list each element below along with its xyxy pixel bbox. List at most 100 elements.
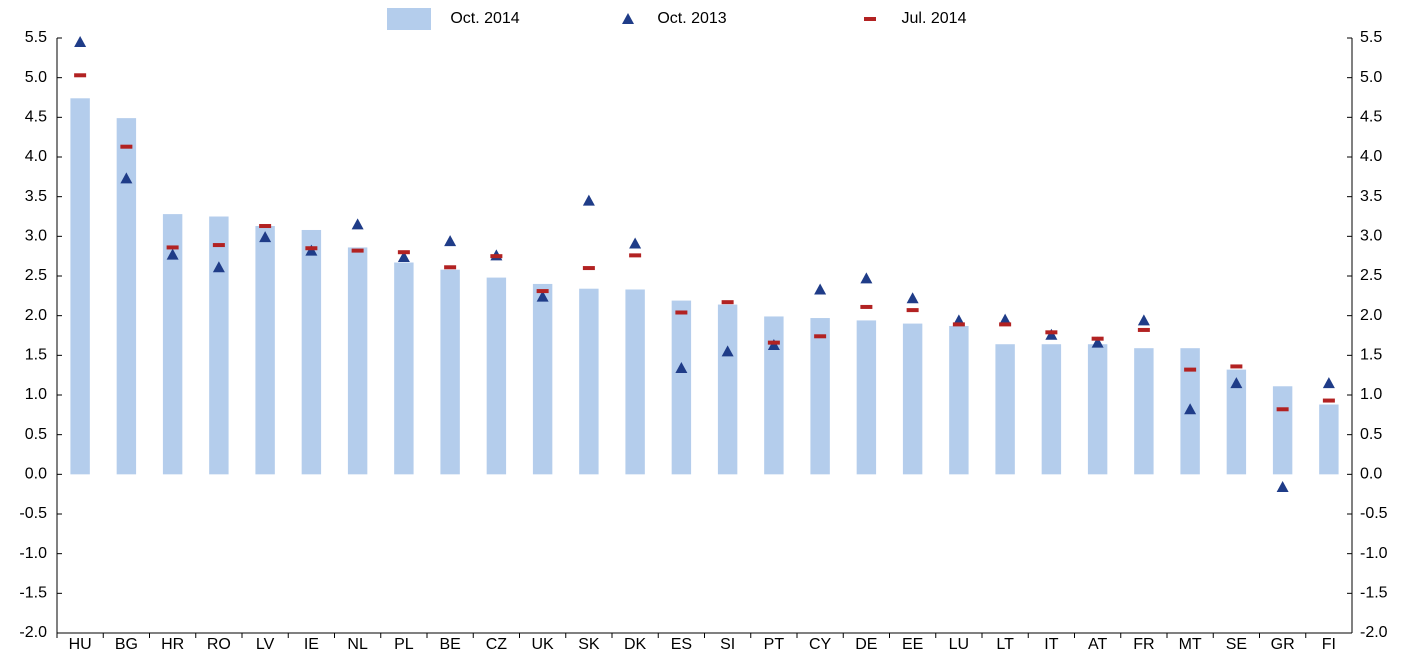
legend-label: Oct. 2013 — [657, 10, 726, 27]
dash-marker — [675, 310, 688, 315]
dash-marker — [1276, 407, 1289, 412]
dash-marker — [536, 289, 549, 294]
triangle-marker — [1322, 377, 1335, 389]
bar — [1134, 348, 1154, 475]
bar — [440, 269, 460, 475]
triangle-marker — [814, 283, 827, 295]
x-tick-label: EE — [902, 636, 923, 653]
triangle-marker — [351, 218, 364, 230]
x-tick-label: IE — [304, 636, 319, 653]
y-tick-label: 1.5 — [25, 347, 47, 364]
x-tick-label: HR — [161, 636, 184, 653]
x-tick-label: ES — [671, 636, 692, 653]
y2-tick-label: 3.5 — [1360, 188, 1382, 205]
x-tick-label: SK — [578, 636, 600, 653]
bar — [1041, 344, 1062, 475]
bar — [394, 262, 414, 475]
y2-tick-label: -0.5 — [1360, 505, 1388, 522]
x-tick-label: BE — [439, 636, 460, 653]
dash-marker — [814, 334, 827, 339]
bar — [995, 344, 1015, 475]
bar — [625, 289, 645, 475]
bar — [255, 226, 275, 475]
bar — [209, 216, 229, 475]
bar — [1226, 369, 1247, 475]
triangle-marker — [1276, 481, 1289, 493]
bar — [70, 98, 90, 475]
y-tick-label: 3.5 — [25, 188, 47, 205]
triangle-marker — [1091, 336, 1104, 348]
legend-swatch — [387, 8, 431, 30]
dash-marker — [1137, 327, 1150, 332]
dash-marker — [166, 245, 179, 250]
x-tick-label: IT — [1044, 636, 1058, 653]
y-tick-label: 2.0 — [25, 307, 47, 324]
legend-label: Jul. 2014 — [902, 10, 967, 27]
y2-tick-label: 0.0 — [1360, 466, 1382, 483]
y2-tick-label: 2.5 — [1360, 267, 1382, 284]
y2-tick-label: 5.0 — [1360, 69, 1382, 86]
triangle-marker — [166, 248, 179, 260]
triangle-marker — [629, 237, 642, 249]
y2-tick-label: 2.0 — [1360, 307, 1382, 324]
y-tick-label: -0.5 — [19, 505, 47, 522]
x-tick-label: UK — [532, 636, 555, 653]
bar — [162, 214, 183, 475]
x-tick-label: PT — [764, 636, 785, 653]
x-tick-label: HU — [69, 636, 92, 653]
dash-marker — [490, 254, 503, 259]
bar — [532, 283, 553, 475]
x-tick-label: PL — [394, 636, 414, 653]
x-tick-label: SI — [720, 636, 735, 653]
triangle-marker — [120, 172, 133, 184]
y2-tick-label: -1.0 — [1360, 545, 1388, 562]
triangle-marker — [212, 261, 225, 273]
x-tick-label: LU — [949, 636, 969, 653]
y-tick-label: 4.0 — [25, 148, 47, 165]
triangle-marker — [675, 362, 688, 374]
bar — [1319, 404, 1339, 475]
bar — [1087, 344, 1108, 475]
y2-tick-label: 3.0 — [1360, 228, 1382, 245]
bar — [347, 247, 368, 475]
dash-marker — [629, 253, 642, 258]
y-tick-label: 0.5 — [25, 426, 47, 443]
triangle-marker — [721, 345, 734, 357]
triangle-marker — [860, 272, 873, 284]
y-tick-label: 0.0 — [25, 466, 47, 483]
y2-tick-label: 0.5 — [1360, 426, 1382, 443]
x-tick-label: CZ — [486, 636, 508, 653]
dash-marker — [582, 266, 595, 271]
dash-marker — [120, 144, 133, 149]
dash-marker — [444, 265, 457, 270]
bar — [810, 318, 830, 475]
legend-swatch — [864, 17, 876, 21]
x-tick-label: BG — [115, 636, 138, 653]
triangle-marker — [1184, 403, 1197, 415]
y-tick-label: 1.0 — [25, 386, 47, 403]
x-tick-label: CY — [809, 636, 832, 653]
bar — [486, 277, 507, 475]
y2-tick-label: 4.0 — [1360, 148, 1382, 165]
y-tick-label: -2.0 — [19, 624, 47, 641]
x-tick-label: LV — [256, 636, 275, 653]
dash-marker — [397, 250, 410, 255]
dash-marker — [1322, 398, 1335, 403]
x-tick-label: GR — [1271, 636, 1295, 653]
x-tick-label: SE — [1226, 636, 1247, 653]
dash-marker — [1184, 367, 1197, 372]
bar — [116, 118, 137, 475]
dash-marker — [1091, 336, 1104, 341]
triangle-marker — [1137, 314, 1150, 326]
y2-tick-label: 4.5 — [1360, 109, 1382, 126]
bar — [717, 304, 738, 475]
bar — [671, 300, 692, 475]
y-tick-label: 3.0 — [25, 228, 47, 245]
x-tick-label: DK — [624, 636, 647, 653]
legend-swatch — [622, 13, 634, 24]
triangle-marker — [999, 313, 1012, 325]
y-tick-label: 5.5 — [25, 29, 47, 46]
x-tick-label: LT — [996, 636, 1014, 653]
bar — [764, 316, 784, 475]
bar — [902, 323, 923, 475]
